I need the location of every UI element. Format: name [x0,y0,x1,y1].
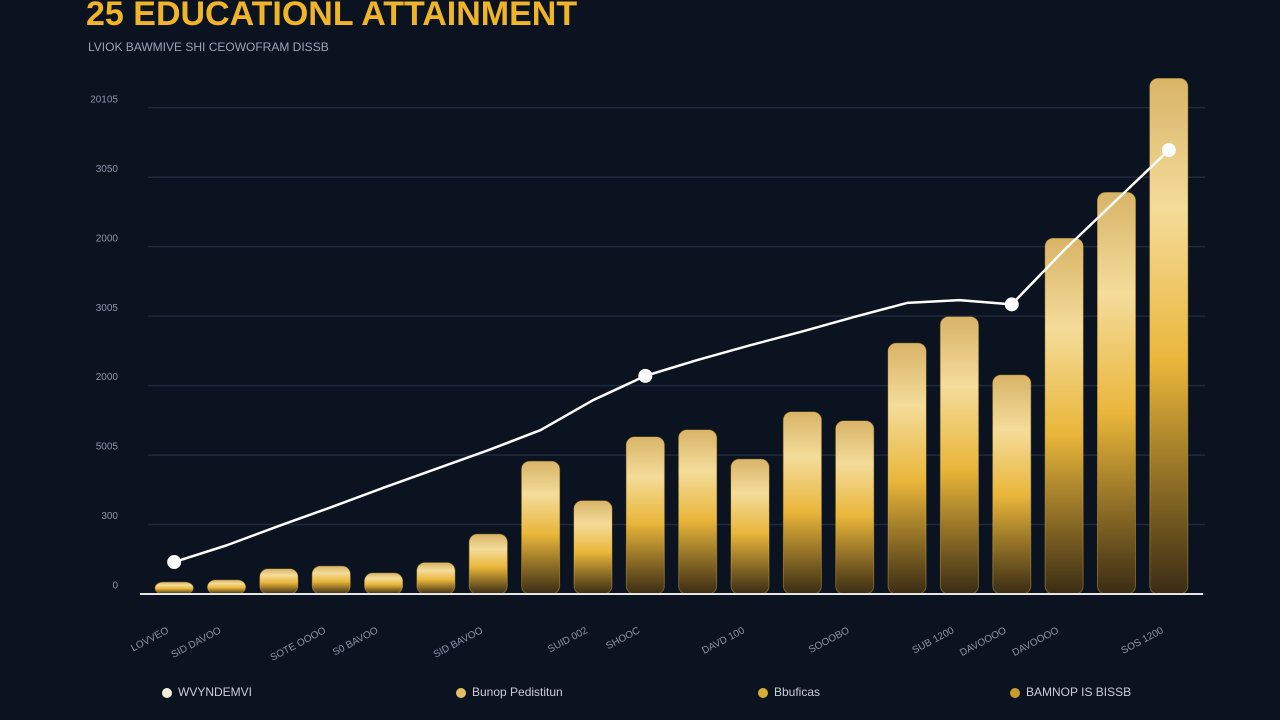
bar [416,562,456,595]
line-marker [167,555,182,570]
bar [207,579,247,595]
bar [939,316,979,595]
legend-swatch [456,688,466,698]
bar [1044,237,1084,595]
chart-subtitle: LVIOK BAWMIVE SHI CEOWOFRAM DISSB [88,40,329,54]
bar [259,568,299,595]
y-tick-label: 5005 [96,442,119,453]
legend-swatch [758,688,768,698]
legend-label: Bbuficas [774,685,820,699]
bar [887,342,927,595]
bar [154,581,194,595]
legend-swatch [162,688,172,698]
bar [835,420,875,595]
legend-label: Bunop Pedistitun [472,685,563,699]
bar [782,411,822,595]
legend-label: BAMNOP IS BISSB [1026,685,1131,699]
y-tick-label: 2000 [96,372,119,383]
chart-title: 25 EDUCATIONL ATTAINMENT [86,0,577,33]
bar [730,458,770,595]
y-tick-label: 3050 [96,164,119,175]
line-marker [638,368,653,383]
bar [364,572,404,595]
legend-label: WVYNDEMVI [178,685,252,699]
bar [1096,191,1136,595]
bar [468,533,508,595]
line-marker [1161,143,1176,158]
bar [992,374,1032,595]
bar [521,460,561,595]
y-tick-label: 300 [101,511,118,522]
y-tick-label: 0 [112,581,118,592]
bar [573,500,613,595]
legend-swatch [1010,688,1020,698]
trend-line [173,149,1170,564]
bar [311,565,351,595]
line-marker [1004,297,1019,312]
bar [625,436,665,595]
y-tick-label: 20105 [90,94,118,105]
bar [678,429,718,595]
y-tick-label: 3005 [96,303,119,314]
y-tick-label: 2000 [96,233,119,244]
